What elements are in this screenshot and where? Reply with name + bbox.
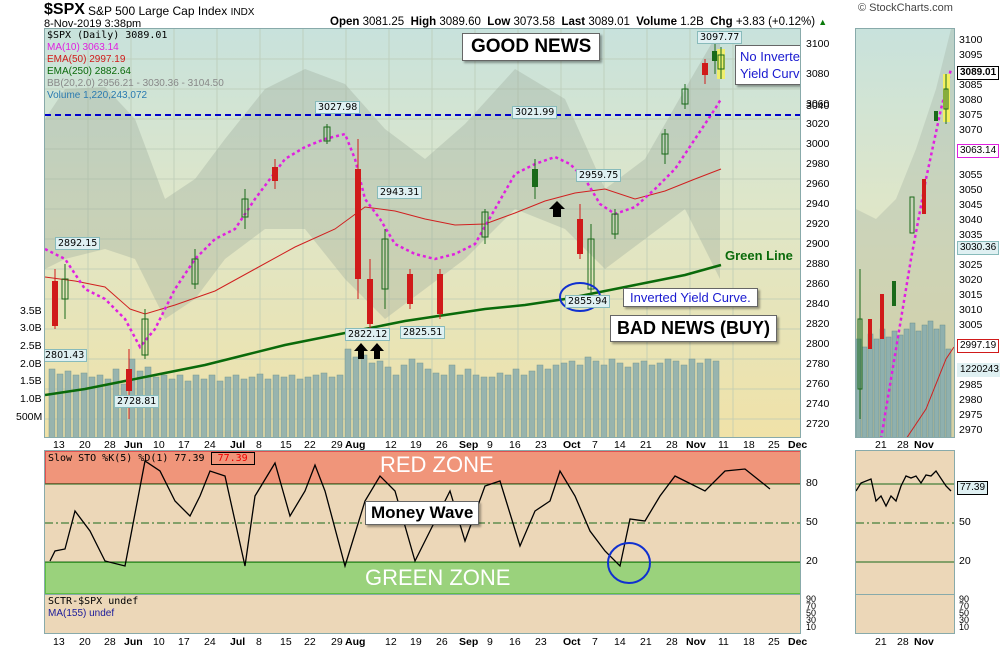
sctr-legend: SCTR-$SPX undef MA(155) undef bbox=[48, 596, 138, 620]
price-label-2892: 2892.15 bbox=[55, 237, 101, 250]
symbol: $SPX bbox=[44, 1, 85, 18]
stochastic-panel[interactable]: RED ZONE GREEN ZONE Slow STO %K(5) %D(1)… bbox=[44, 450, 801, 595]
zoom-sctr-y-axis: 90 70 50 30 10 bbox=[959, 594, 970, 632]
inverted-callout: Inverted Yield Curve. bbox=[623, 288, 758, 307]
sto-chart-svg bbox=[45, 459, 800, 584]
index-name: S&P 500 Large Cap Index bbox=[88, 4, 228, 18]
ma10-tag: 3063.14 bbox=[957, 144, 1000, 158]
chg-value: +3.83 (+0.12%) bbox=[735, 16, 816, 28]
volume-label: Volume bbox=[636, 16, 677, 28]
symbol-name: S&P 500 Large Cap Index INDX bbox=[88, 4, 254, 18]
high-value: 3089.60 bbox=[439, 16, 481, 28]
sto-legend: Slow STO %K(5) %D(1) 77.39 77.39 bbox=[48, 452, 255, 465]
exchange: INDX bbox=[230, 7, 255, 18]
red-zone bbox=[45, 451, 800, 484]
price-label-3021: 3021.99 bbox=[512, 106, 558, 119]
sctr-panel[interactable]: SCTR-$SPX undef MA(155) undef bbox=[44, 594, 801, 634]
sctr-legend-text: SCTR-$SPX undef bbox=[48, 596, 139, 607]
legend-ema250: EMA(250) 2882.64 bbox=[47, 66, 131, 77]
price-legend: $SPX (Daily) 3089.01 MA(10) 3063.14 EMA(… bbox=[47, 30, 224, 102]
chg-label: Chg bbox=[710, 16, 733, 28]
copyright: © StockCharts.com bbox=[858, 2, 953, 14]
red-zone-label: RED ZONE bbox=[380, 452, 494, 477]
last-value: 3089.01 bbox=[588, 16, 630, 28]
high-label: High bbox=[410, 16, 437, 28]
price-label-2728: 2728.81 bbox=[114, 395, 160, 408]
green-zone-label: GREEN ZONE bbox=[365, 565, 511, 590]
green-line-label: Green Line bbox=[725, 248, 793, 263]
sto-legend-text: Slow STO %K(5) %D(1) 77.39 bbox=[48, 453, 205, 464]
price-label-3027: 3027.98 bbox=[315, 101, 361, 114]
volume-tag: 1220243 bbox=[957, 363, 1000, 377]
price-label-2822: 2822.12 bbox=[345, 328, 391, 341]
price-label-2855: 2855.94 bbox=[565, 295, 611, 308]
zoom-price-panel[interactable] bbox=[855, 28, 955, 438]
last-label: Last bbox=[561, 16, 586, 28]
no-inverted-callout: No Inverted Yield Curve. bbox=[735, 45, 800, 85]
sto-value-box: 77.39 bbox=[210, 452, 255, 465]
price-label-2943: 2943.31 bbox=[377, 186, 423, 199]
low-label: Low bbox=[487, 16, 511, 28]
price-chart-svg bbox=[45, 29, 800, 437]
sto-last-tag: 77.39 bbox=[957, 481, 989, 495]
chart-datetime: 8-Nov-2019 3:38pm bbox=[44, 18, 142, 30]
good-news-callout: GOOD NEWS bbox=[462, 33, 601, 61]
price-label-2801: 2801.43 bbox=[45, 349, 88, 362]
zoom-sctr-panel[interactable] bbox=[855, 594, 955, 634]
legend-volume: Volume 1,220,243,072 bbox=[47, 90, 148, 101]
up-arrow-icon: ▲ bbox=[818, 17, 828, 27]
price-label-3097: 3097.77 bbox=[697, 31, 743, 44]
last-price-tag: 3089.01 bbox=[957, 66, 1000, 80]
legend-ema50: EMA(50) 2997.19 bbox=[47, 54, 126, 65]
ema50-tag: 2997.19 bbox=[957, 339, 1000, 353]
ma155-legend-text: MA(155) undef bbox=[48, 608, 115, 619]
open-value: 3081.25 bbox=[362, 16, 405, 28]
open-label: Open bbox=[330, 16, 360, 28]
legend-bb: BB(20,2.0) 2956.21 - 3030.36 - 3104.50 bbox=[47, 78, 224, 89]
ohlc-bar: Open 3081.25 High 3089.60 Low 3073.58 La… bbox=[330, 16, 827, 28]
money-wave-callout: Money Wave bbox=[365, 501, 480, 525]
price-panel[interactable]: $SPX (Daily) 3089.01 MA(10) 3063.14 EMA(… bbox=[44, 28, 801, 438]
price-label-2825: 2825.51 bbox=[400, 326, 446, 339]
legend-main: $SPX (Daily) 3089.01 bbox=[47, 30, 168, 41]
sctr-y-axis: 90 70 50 30 10 bbox=[806, 594, 817, 632]
volume-value: 1.2B bbox=[680, 16, 704, 28]
bad-news-callout: BAD NEWS (BUY) bbox=[610, 315, 777, 342]
zoom-price-svg bbox=[856, 29, 954, 437]
zoom-sto-panel[interactable] bbox=[855, 450, 955, 595]
zoom-sto-svg bbox=[856, 469, 954, 563]
price-label-2959: 2959.75 bbox=[576, 169, 622, 182]
low-value: 3073.58 bbox=[513, 16, 556, 28]
bb-mid-tag: 3030.36 bbox=[957, 241, 1000, 255]
legend-ma10: MA(10) 3063.14 bbox=[47, 42, 119, 53]
